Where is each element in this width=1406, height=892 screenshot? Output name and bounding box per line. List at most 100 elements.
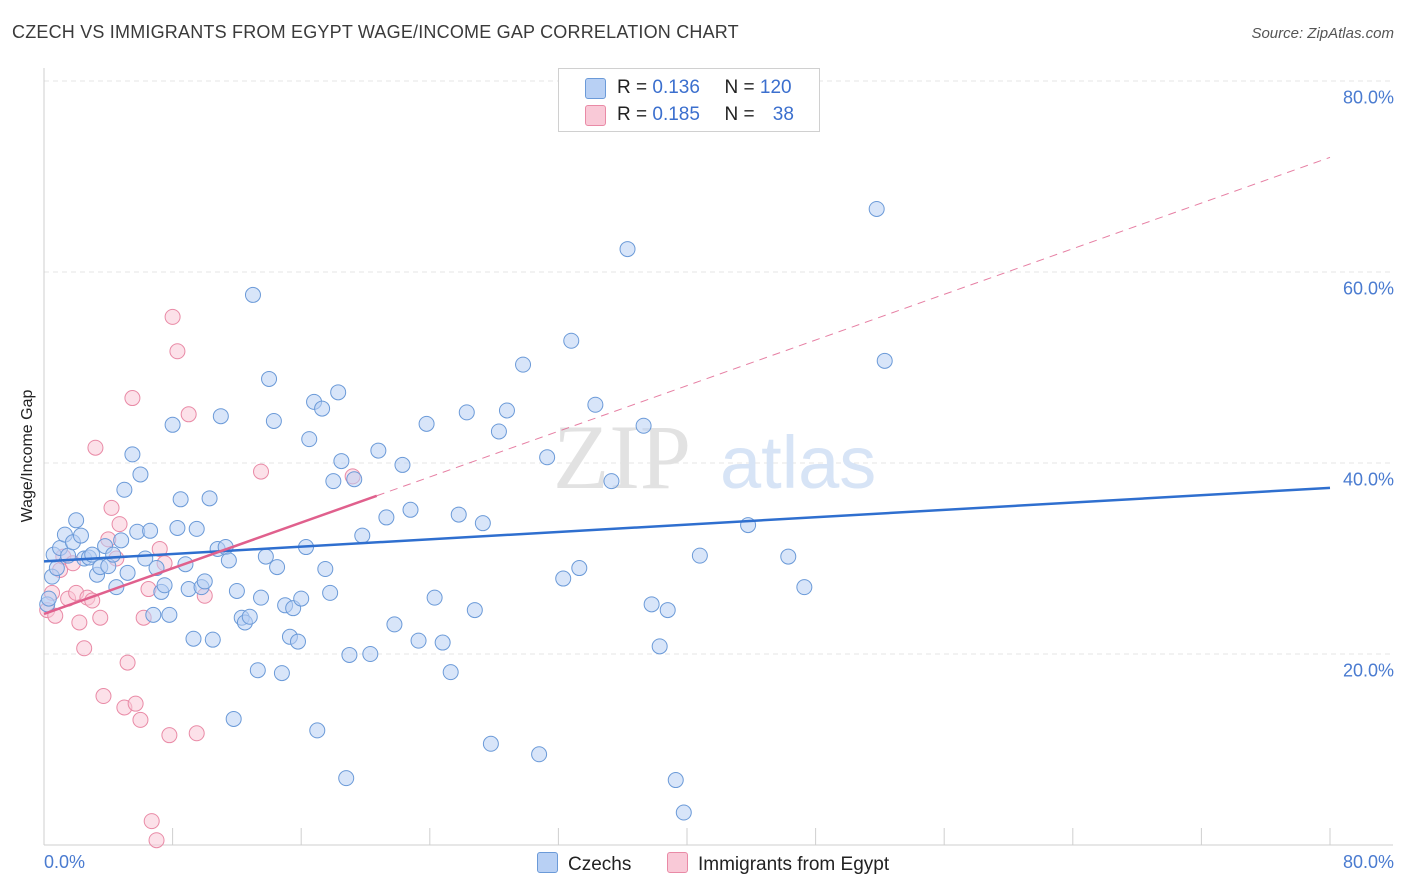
czechs-point — [442, 664, 459, 681]
axes — [43, 68, 1393, 846]
y-tick-label-80: 80.0% — [1342, 87, 1394, 108]
egypt-point — [151, 540, 168, 557]
czechs-point — [142, 522, 159, 539]
czechs-point — [273, 665, 290, 682]
czechs-point — [156, 577, 173, 594]
bottom-legend-egypt: Immigrants from Egypt — [667, 852, 889, 876]
czechs-point — [124, 446, 141, 463]
egypt-trend-extension — [376, 156, 1331, 497]
x-tick-label-min: 0.0% — [44, 852, 86, 872]
series-czechs-points — [39, 200, 893, 821]
czechs-point — [531, 746, 548, 763]
czechs-trend-line — [43, 486, 1331, 563]
czechs-point — [651, 638, 668, 655]
czechs-point — [450, 506, 467, 523]
czechs-point — [132, 466, 149, 483]
czechs-point — [876, 352, 893, 369]
czechs-point — [667, 772, 684, 789]
czechs-point — [145, 606, 162, 623]
czechs-point — [265, 412, 282, 429]
czechs-point — [169, 519, 186, 536]
czechs-point — [249, 662, 266, 679]
czechs-point — [603, 473, 620, 490]
czechs-point — [555, 570, 572, 587]
czechs-point — [201, 490, 218, 507]
czechs-point — [68, 512, 85, 529]
czechs-point — [539, 449, 556, 466]
czechs-point — [269, 559, 286, 576]
czechs-point — [185, 630, 202, 647]
czechs-point — [325, 473, 342, 490]
czechs-point — [48, 560, 65, 577]
watermark: ZIP atlas — [553, 406, 876, 508]
czechs-point — [482, 735, 499, 752]
trend-lines — [43, 156, 1331, 616]
czechs-point — [474, 515, 491, 532]
czechs-point — [161, 606, 178, 623]
czechs-point — [196, 573, 213, 590]
czechs-point — [212, 408, 229, 425]
czechs-point — [619, 241, 636, 258]
egypt-point — [111, 516, 128, 533]
egypt-point — [253, 463, 270, 480]
egypt-point — [148, 832, 165, 849]
czechs-point — [434, 634, 451, 651]
egypt-point — [161, 727, 178, 744]
czechs-point — [643, 596, 660, 613]
czechs-point — [204, 631, 221, 648]
czechs-point — [515, 356, 532, 373]
czechs-point — [354, 527, 371, 544]
stats-legend: R = 0.136 N = 120 R = 0.185 N = 38 — [558, 68, 820, 132]
czechs-point — [341, 646, 358, 663]
bottom-legend-swatch-egypt — [667, 852, 688, 873]
czechs-point — [426, 589, 443, 606]
legend-swatch-egypt — [585, 105, 606, 126]
bottom-legend-swatch-czechs — [537, 852, 558, 873]
czechs-point — [301, 431, 318, 448]
czechs-point — [490, 423, 507, 440]
egypt-point — [188, 725, 205, 742]
czechs-point — [466, 602, 483, 619]
czechs-point — [691, 547, 708, 564]
czechs-point — [780, 548, 797, 565]
czechs-point — [386, 616, 403, 633]
legend-n-label: N = — [724, 77, 755, 98]
czechs-point — [362, 646, 379, 662]
egypt-point — [164, 308, 181, 325]
y-tick-label-60: 60.0% — [1342, 278, 1394, 299]
egypt-point — [103, 499, 120, 516]
czechs-point — [172, 491, 189, 508]
legend-n-value-czechs: 120 — [759, 77, 792, 98]
egypt-point — [132, 711, 149, 728]
czechs-point — [164, 416, 181, 433]
czechs-point — [241, 608, 258, 625]
czechs-point — [563, 332, 580, 349]
czechs-point — [293, 590, 310, 607]
czechs-point — [402, 501, 419, 518]
egypt-point — [95, 688, 112, 705]
bottom-legend-label-egypt: Immigrants from Egypt — [698, 854, 890, 875]
czechs-point — [225, 710, 242, 727]
czechs-point — [675, 804, 692, 821]
bottom-legend-czechs: Czechs — [537, 852, 631, 876]
czechs-point — [659, 602, 676, 619]
czechs-point — [587, 396, 604, 413]
egypt-trend-line — [43, 494, 378, 616]
legend-r-label: R = — [617, 77, 648, 98]
czechs-point — [253, 589, 270, 606]
egypt-point — [127, 695, 144, 712]
egypt-point — [169, 343, 186, 360]
y-tick-label-40: 40.0% — [1342, 469, 1394, 490]
czechs-point — [322, 584, 339, 601]
czechs-point — [868, 200, 885, 217]
egypt-point — [119, 654, 136, 671]
czechs-point — [40, 590, 57, 607]
czechs-point — [796, 579, 813, 596]
legend-r-label: R = — [617, 104, 648, 125]
y-tick-label-20: 20.0% — [1342, 660, 1394, 681]
czechs-point — [333, 453, 350, 470]
legend-swatch-czechs — [585, 78, 606, 99]
czechs-point — [346, 471, 363, 488]
czechs-point — [72, 527, 89, 544]
